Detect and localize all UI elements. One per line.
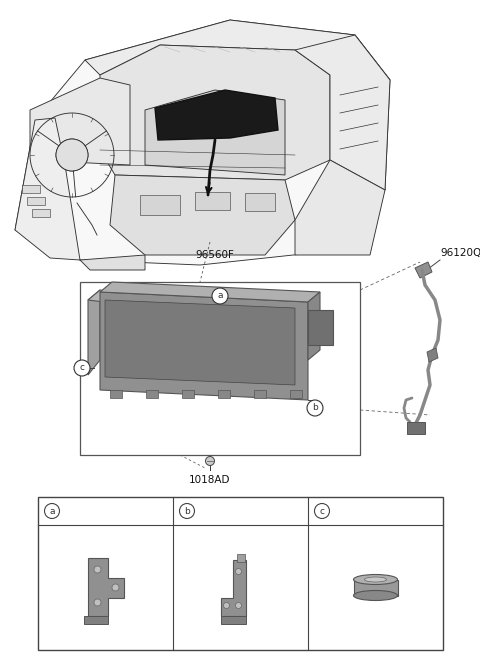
Bar bbox=[308, 310, 333, 345]
Circle shape bbox=[236, 602, 241, 609]
Polygon shape bbox=[308, 292, 320, 360]
Polygon shape bbox=[427, 348, 438, 362]
Polygon shape bbox=[220, 560, 245, 615]
Bar bbox=[407, 422, 425, 434]
Text: 96155E: 96155E bbox=[231, 506, 271, 516]
Circle shape bbox=[205, 457, 215, 466]
Bar bbox=[140, 195, 180, 215]
Bar bbox=[218, 390, 230, 398]
Bar bbox=[27, 197, 45, 205]
Bar bbox=[146, 390, 158, 398]
Polygon shape bbox=[30, 78, 130, 165]
Polygon shape bbox=[295, 35, 390, 190]
Polygon shape bbox=[15, 118, 80, 260]
Text: 96120Q: 96120Q bbox=[440, 248, 480, 258]
Circle shape bbox=[307, 400, 323, 416]
Circle shape bbox=[45, 504, 60, 518]
Bar bbox=[38, 497, 443, 650]
Polygon shape bbox=[88, 290, 100, 375]
Text: c: c bbox=[320, 506, 324, 516]
Text: b: b bbox=[184, 506, 190, 516]
Text: 96173: 96173 bbox=[370, 506, 403, 516]
Polygon shape bbox=[100, 282, 320, 302]
Polygon shape bbox=[15, 20, 390, 265]
Bar bbox=[80, 282, 360, 455]
Circle shape bbox=[56, 139, 88, 171]
Polygon shape bbox=[87, 558, 123, 615]
Polygon shape bbox=[220, 615, 245, 623]
Text: 96155D: 96155D bbox=[96, 506, 137, 516]
Circle shape bbox=[112, 584, 119, 591]
Bar bbox=[22, 185, 40, 193]
Text: 96560F: 96560F bbox=[195, 250, 234, 260]
Text: b: b bbox=[312, 403, 318, 413]
Polygon shape bbox=[145, 90, 285, 175]
Circle shape bbox=[224, 602, 229, 609]
Polygon shape bbox=[105, 300, 295, 385]
Polygon shape bbox=[100, 292, 308, 400]
Circle shape bbox=[180, 504, 194, 518]
Text: c: c bbox=[80, 363, 84, 373]
Ellipse shape bbox=[353, 575, 397, 584]
Polygon shape bbox=[85, 20, 390, 80]
Circle shape bbox=[314, 504, 329, 518]
Circle shape bbox=[236, 569, 241, 575]
Bar bbox=[254, 390, 266, 398]
Text: a: a bbox=[49, 506, 55, 516]
Circle shape bbox=[212, 288, 228, 304]
Bar bbox=[245, 193, 275, 211]
Polygon shape bbox=[295, 160, 385, 255]
Bar bbox=[110, 390, 122, 398]
Polygon shape bbox=[155, 90, 278, 140]
Polygon shape bbox=[415, 262, 432, 278]
Bar bbox=[290, 390, 302, 398]
Polygon shape bbox=[100, 45, 330, 180]
Bar bbox=[32, 209, 50, 217]
Text: 1018AD: 1018AD bbox=[189, 475, 231, 485]
Circle shape bbox=[94, 566, 101, 573]
Ellipse shape bbox=[364, 577, 386, 582]
Bar bbox=[182, 390, 194, 398]
Ellipse shape bbox=[353, 590, 397, 600]
Polygon shape bbox=[88, 290, 140, 305]
Circle shape bbox=[94, 599, 101, 606]
Polygon shape bbox=[84, 615, 108, 623]
Bar bbox=[195, 192, 230, 210]
Polygon shape bbox=[80, 255, 145, 270]
Circle shape bbox=[74, 360, 90, 376]
Bar bbox=[353, 579, 397, 596]
Bar bbox=[237, 554, 244, 562]
Text: a: a bbox=[217, 291, 223, 300]
Polygon shape bbox=[110, 175, 295, 255]
